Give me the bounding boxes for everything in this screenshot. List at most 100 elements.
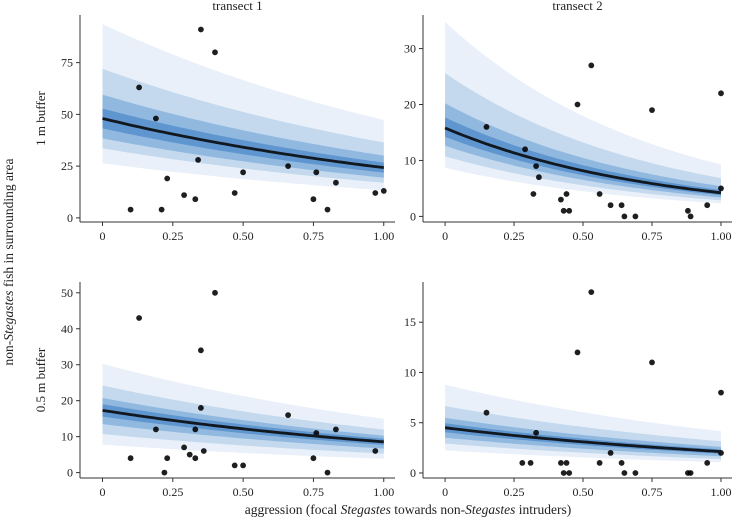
data-point bbox=[596, 191, 603, 197]
x-axis-title-part: Stegastes bbox=[465, 502, 515, 517]
fit-line bbox=[102, 117, 384, 169]
data-point bbox=[588, 62, 595, 69]
data-point bbox=[198, 347, 204, 354]
x-tick-label: 0.25 bbox=[162, 485, 183, 499]
data-point bbox=[136, 315, 143, 321]
data-point bbox=[195, 157, 202, 163]
data-point bbox=[558, 196, 564, 203]
data-point bbox=[181, 192, 188, 199]
data-point bbox=[704, 202, 711, 209]
y-tick-label: 0 bbox=[67, 466, 73, 480]
data-point bbox=[621, 470, 628, 476]
row-title: 1 m buffer bbox=[33, 91, 48, 146]
data-point bbox=[333, 179, 339, 186]
data-point bbox=[198, 26, 204, 33]
data-point bbox=[212, 289, 218, 296]
fit-line bbox=[102, 409, 384, 444]
data-point bbox=[560, 207, 567, 214]
data-point bbox=[621, 213, 628, 220]
y-axis-title: non-Stegastes fish in surrounding area bbox=[1, 159, 16, 366]
y-tick-label: 20 bbox=[404, 98, 416, 112]
data-point bbox=[618, 202, 625, 209]
y-tick-label: 15 bbox=[404, 315, 416, 329]
data-point bbox=[285, 412, 291, 418]
data-point bbox=[240, 462, 247, 469]
y-tick-label: 0 bbox=[67, 211, 73, 225]
data-point bbox=[324, 206, 331, 213]
data-point bbox=[127, 206, 134, 213]
data-point bbox=[380, 188, 387, 194]
y-tick-label: 10 bbox=[404, 365, 416, 379]
data-point bbox=[536, 174, 542, 181]
data-point bbox=[704, 460, 711, 466]
data-point bbox=[588, 289, 595, 295]
data-point bbox=[632, 213, 639, 220]
panel-1-m-buffer-transect-2: 0 10 20 30 0 0.25 0.50 0.75 1.00 bbox=[404, 15, 732, 243]
data-point bbox=[607, 450, 614, 456]
data-point bbox=[566, 207, 573, 214]
x-axis-title-part: intruders) bbox=[515, 502, 571, 517]
data-point bbox=[181, 444, 188, 451]
y-axis-title-part: fish in surrounding area bbox=[1, 159, 16, 291]
y-tick-label: 30 bbox=[404, 42, 416, 56]
x-tick-label: 0 bbox=[442, 229, 448, 243]
data-point bbox=[240, 169, 247, 176]
data-point bbox=[483, 124, 490, 130]
data-point bbox=[186, 451, 193, 458]
data-point bbox=[718, 389, 724, 396]
data-point bbox=[372, 190, 379, 196]
plot-area bbox=[102, 289, 384, 476]
data-point bbox=[574, 349, 581, 356]
x-axis-title: aggression (focal Stegastes towards non-… bbox=[245, 502, 572, 517]
data-point bbox=[136, 84, 143, 91]
data-point bbox=[158, 206, 165, 213]
data-point bbox=[649, 107, 655, 113]
y-tick-label: 25 bbox=[61, 159, 73, 173]
data-point bbox=[649, 359, 655, 366]
x-tick-label: 0.25 bbox=[504, 229, 525, 243]
data-point bbox=[596, 460, 603, 466]
data-point bbox=[519, 460, 526, 466]
fit-line bbox=[444, 126, 722, 195]
data-point bbox=[558, 460, 564, 466]
column-title: transect 1 bbox=[212, 0, 262, 13]
data-point bbox=[563, 460, 570, 466]
data-point bbox=[192, 426, 199, 433]
data-point bbox=[333, 426, 339, 433]
x-tick-label: 1.00 bbox=[710, 229, 731, 243]
data-point bbox=[687, 213, 694, 220]
data-point bbox=[687, 470, 694, 476]
x-tick-label: 0 bbox=[100, 485, 106, 499]
data-point bbox=[718, 185, 724, 192]
y-tick-label: 0 bbox=[410, 209, 416, 223]
x-tick-label: 0 bbox=[442, 485, 448, 499]
data-point bbox=[285, 163, 291, 170]
data-point bbox=[231, 190, 238, 196]
data-point bbox=[310, 196, 317, 203]
x-tick-label: 1.00 bbox=[373, 485, 394, 499]
credible-band-4 bbox=[445, 117, 721, 196]
data-point bbox=[212, 49, 218, 56]
y-axis-title-part: Stegastes bbox=[1, 290, 16, 340]
data-point bbox=[522, 146, 528, 153]
panel-1-m-buffer-transect-1: 0 25 50 75 0 0.25 0.50 0.75 1.00 bbox=[61, 15, 395, 243]
plot-area bbox=[444, 21, 724, 220]
data-point bbox=[192, 196, 199, 203]
data-point bbox=[231, 462, 238, 469]
x-tick-label: 0.50 bbox=[573, 485, 594, 499]
y-tick-label: 40 bbox=[61, 322, 73, 336]
data-point bbox=[632, 470, 639, 476]
y-tick-label: 5 bbox=[410, 416, 416, 430]
data-point bbox=[164, 175, 171, 182]
x-tick-label: 0 bbox=[100, 229, 106, 243]
data-point bbox=[313, 430, 320, 436]
data-point bbox=[192, 455, 199, 462]
y-tick-label: 0 bbox=[410, 466, 416, 480]
plot-area bbox=[444, 289, 724, 476]
data-point bbox=[153, 115, 159, 122]
data-point bbox=[618, 460, 625, 466]
x-tick-label: 0.25 bbox=[504, 485, 525, 499]
x-tick-label: 0.75 bbox=[641, 229, 662, 243]
data-point bbox=[153, 426, 159, 433]
